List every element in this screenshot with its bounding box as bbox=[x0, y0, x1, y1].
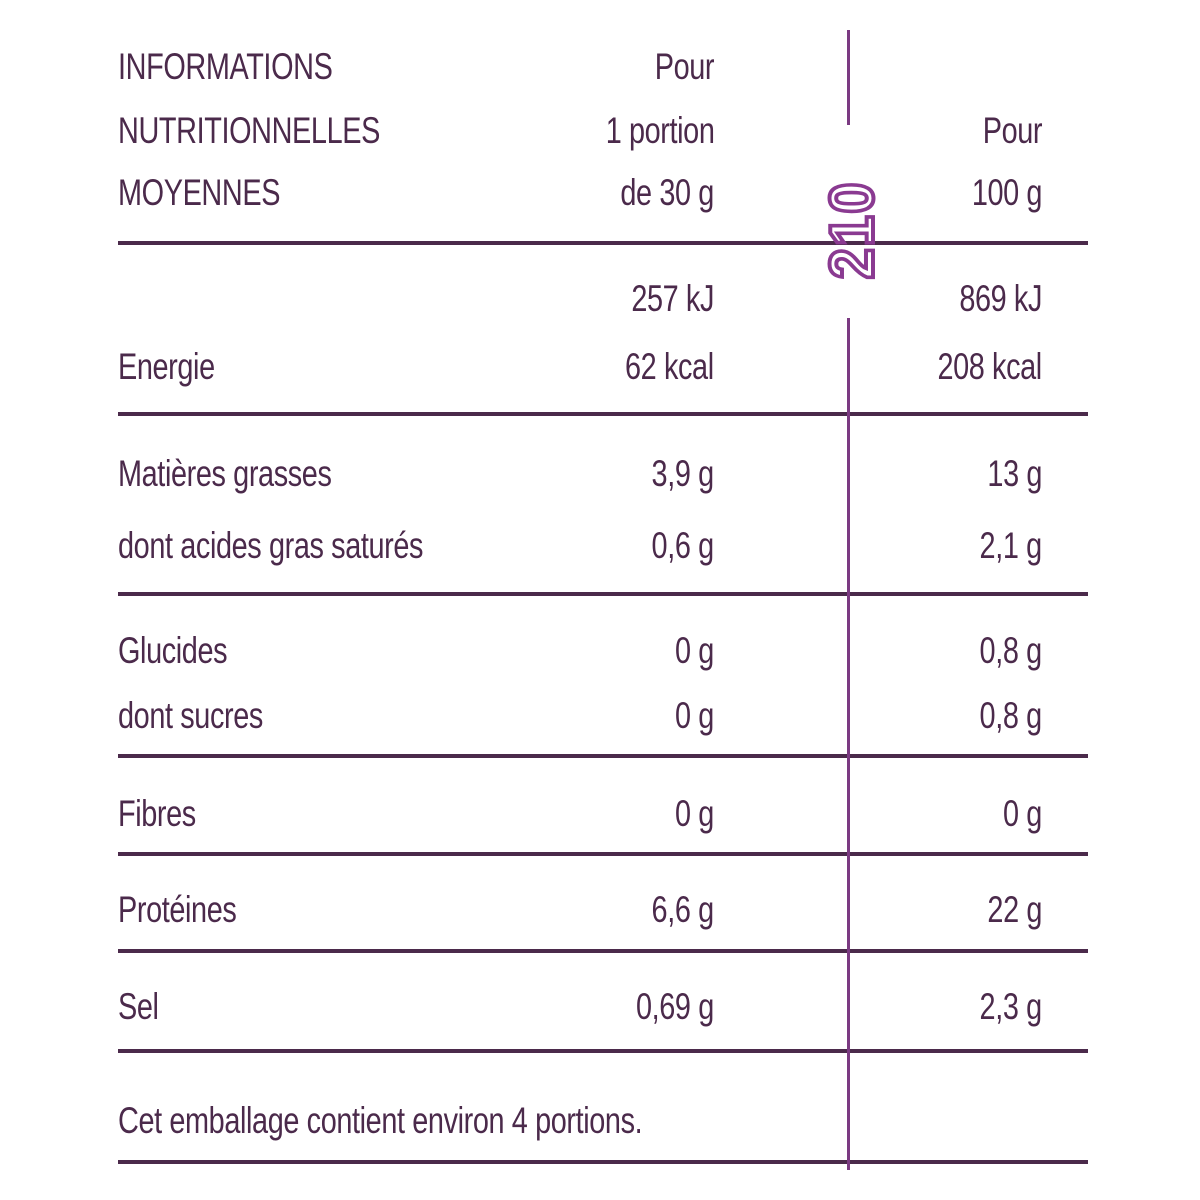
glucides-col1: 0 g bbox=[675, 630, 714, 671]
satures-col2: 2,1 g bbox=[979, 525, 1043, 566]
divider-header bbox=[118, 241, 1088, 245]
satures-col1: 0,6 g bbox=[651, 525, 715, 566]
sucres-col2: 0,8 g bbox=[979, 695, 1043, 736]
divider-lipides bbox=[118, 592, 1088, 596]
sel-col1: 0,69 g bbox=[636, 986, 714, 1027]
vertical-rule-top bbox=[847, 30, 850, 125]
header-title-line-1: INFORMATIONS bbox=[118, 46, 333, 87]
divider-glucides bbox=[118, 754, 1088, 758]
divider-proteines bbox=[118, 949, 1088, 953]
energie-label: Energie bbox=[118, 346, 215, 387]
energie-col2-kcal: 208 kcal bbox=[937, 346, 1043, 387]
energie-col1-kj: 257 kJ bbox=[631, 278, 714, 319]
energie-col2-kj: 869 kJ bbox=[959, 278, 1042, 319]
glucides-col2: 0,8 g bbox=[979, 630, 1043, 671]
proteines-col2: 22 g bbox=[987, 889, 1042, 930]
fibres-label: Fibres bbox=[118, 793, 196, 834]
header-title-line-3: MOYENNES bbox=[118, 172, 281, 213]
proteines-col1: 6,6 g bbox=[651, 889, 715, 930]
satures-label: dont acides gras saturés bbox=[118, 525, 424, 566]
footer-note: Cet emballage contient environ 4 portion… bbox=[118, 1100, 643, 1141]
vertical-rule-bottom bbox=[847, 318, 850, 1170]
divider-energie bbox=[118, 412, 1088, 416]
proteines-label: Protéines bbox=[118, 889, 237, 930]
divider-footer bbox=[118, 1160, 1088, 1164]
die-mark-number: 210 bbox=[816, 179, 889, 281]
header-title-line-2: NUTRITIONNELLES bbox=[118, 110, 380, 151]
fibres-col2: 0 g bbox=[1003, 793, 1042, 834]
sucres-col1: 0 g bbox=[675, 695, 714, 736]
energie-col1-kcal: 62 kcal bbox=[625, 346, 714, 387]
matieres-grasses-col1: 3,9 g bbox=[651, 453, 715, 494]
matieres-grasses-col2: 13 g bbox=[987, 453, 1042, 494]
matieres-grasses-label: Matières grasses bbox=[118, 453, 332, 494]
header-col1-line-1: Pour bbox=[654, 46, 715, 87]
divider-sel bbox=[118, 1049, 1088, 1053]
fibres-col1: 0 g bbox=[675, 793, 714, 834]
divider-fibres bbox=[118, 852, 1088, 856]
sucres-label: dont sucres bbox=[118, 695, 263, 736]
sel-label: Sel bbox=[118, 986, 159, 1027]
header-col1-line-2: 1 portion bbox=[605, 110, 714, 151]
glucides-label: Glucides bbox=[118, 630, 228, 671]
sel-col2: 2,3 g bbox=[979, 986, 1043, 1027]
header-col2-line-1: Pour bbox=[982, 110, 1043, 151]
header-col2-line-2: 100 g bbox=[971, 172, 1043, 213]
header-col1-line-3: de 30 g bbox=[620, 172, 714, 213]
